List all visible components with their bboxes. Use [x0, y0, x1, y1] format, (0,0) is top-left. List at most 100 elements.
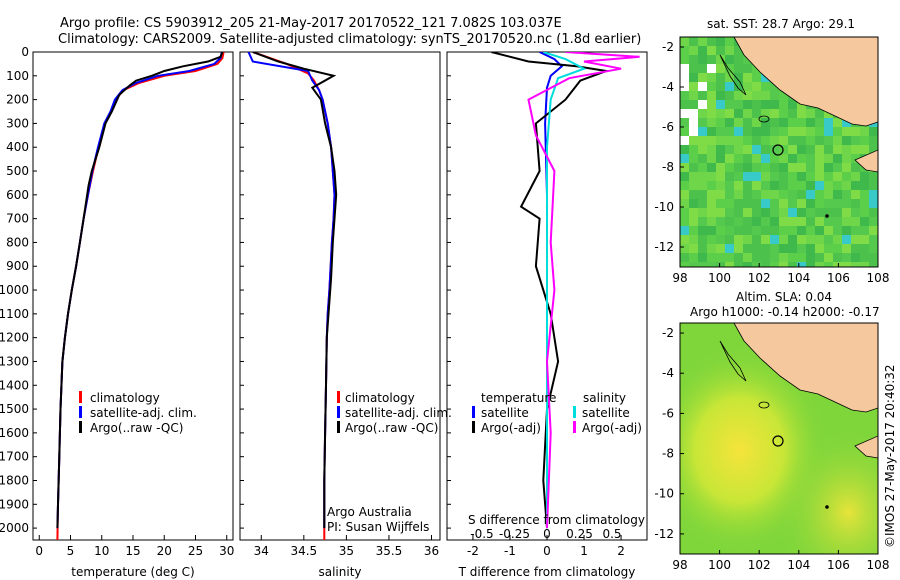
- map-x-tick-label: 100: [708, 271, 731, 285]
- sst-cell: [833, 217, 842, 226]
- sst-cell: [680, 145, 689, 154]
- x-tick-label: -2: [467, 544, 479, 558]
- sst-cell: [743, 172, 752, 181]
- x-tick-label: 35: [339, 544, 354, 558]
- sst-cell: [833, 253, 842, 262]
- sst-cell: [689, 127, 698, 136]
- sst-cell: [707, 163, 716, 172]
- sst-cell: [716, 136, 725, 145]
- sst-cell: [698, 46, 707, 55]
- x-tick-label: 36: [424, 544, 439, 558]
- sst-cell: [680, 118, 689, 127]
- x-tick-label: 5: [67, 544, 75, 558]
- sst-cell: [788, 217, 797, 226]
- y-tick-label: 400: [6, 140, 29, 154]
- legend-label-t-argo: Argo(-adj): [481, 421, 541, 435]
- sst-cell: [833, 181, 842, 190]
- y-tick-label: 600: [6, 188, 29, 202]
- sst-cell: [716, 244, 725, 253]
- x-tick-label: 1: [580, 544, 588, 558]
- sst-cell: [797, 127, 806, 136]
- sst-cell: [716, 154, 725, 163]
- sst-cell: [815, 244, 824, 253]
- sst-cell: [761, 145, 770, 154]
- series-line-argo-raw-qc-: [56, 52, 224, 529]
- sst-cell: [788, 262, 797, 267]
- sst-cell: [779, 118, 788, 127]
- sst-cell: [689, 235, 698, 244]
- sst-cell: [824, 244, 833, 253]
- sst-cell: [842, 217, 851, 226]
- sst-cell: [689, 145, 698, 154]
- series-group: [56, 52, 225, 540]
- legend-swatch-satellite: [337, 406, 340, 418]
- sst-cell: [770, 181, 779, 190]
- sst-cell: [752, 127, 761, 136]
- sst-cell: [824, 127, 833, 136]
- legend-swatch-climatology: [79, 391, 82, 403]
- sst-cell: [788, 136, 797, 145]
- sst-cell: [770, 253, 779, 262]
- sst-cell: [743, 64, 752, 73]
- map-y-tick-label: -10: [654, 200, 674, 214]
- sst-cell: [779, 244, 788, 253]
- sst-cell: [869, 235, 878, 244]
- sst-cell: [797, 118, 806, 127]
- y-tick-label: 1200: [0, 331, 29, 345]
- profile-location-marker: [772, 144, 784, 156]
- y-tick-label: 200: [6, 93, 29, 107]
- sst-cell: [680, 136, 689, 145]
- x-tick-label: 15: [125, 544, 140, 558]
- sst-cell: [725, 262, 734, 267]
- sst-cell: [779, 172, 788, 181]
- sst-cell: [779, 190, 788, 199]
- sst-cell: [770, 145, 779, 154]
- sst-cell: [815, 136, 824, 145]
- sst-cell: [743, 109, 752, 118]
- sst-cell: [788, 190, 797, 199]
- x-tick-label: -1: [504, 544, 516, 558]
- sst-cell: [752, 154, 761, 163]
- series-group: [247, 52, 338, 540]
- y-tick-label: 1400: [0, 378, 29, 392]
- sst-cell: [869, 217, 878, 226]
- sst-cell: [779, 127, 788, 136]
- sst-cell: [707, 190, 716, 199]
- sla-map-title-line2: Argo h1000: -0.14 h2000: -0.17: [690, 305, 880, 319]
- sst-cell: [788, 163, 797, 172]
- sst-cell: [815, 235, 824, 244]
- sst-cell: [806, 109, 815, 118]
- sst-cell: [680, 37, 689, 46]
- sst-cell: [806, 208, 815, 217]
- sst-cell: [680, 64, 689, 73]
- sumatra-land: [680, 323, 878, 413]
- sst-cell: [698, 55, 707, 64]
- sst-cell: [743, 55, 752, 64]
- sst-cell: [743, 91, 752, 100]
- sst-cell: [761, 262, 770, 267]
- s-tick-label: -0.25: [499, 527, 530, 541]
- sst-cell: [752, 208, 761, 217]
- temperature-panel-frame: [32, 51, 234, 541]
- sst-cell: [806, 145, 815, 154]
- y-tick-label: 1100: [0, 307, 29, 321]
- x-tick-label: 34: [254, 544, 269, 558]
- sst-cell: [851, 262, 860, 267]
- sst-cell: [716, 64, 725, 73]
- s-tick-label: 0: [543, 527, 551, 541]
- sst-cell: [779, 100, 788, 109]
- y-tick-label: 0: [21, 45, 29, 59]
- map-y-tick-label: -4: [662, 80, 674, 94]
- sst-cell: [779, 109, 788, 118]
- sst-cell: [689, 82, 698, 91]
- sst-cell: [761, 181, 770, 190]
- sst-cell: [725, 172, 734, 181]
- sst-cell: [779, 235, 788, 244]
- sst-cell: [788, 172, 797, 181]
- sst-cell: [824, 118, 833, 127]
- sst-cell: [761, 163, 770, 172]
- temperature-panel: 0 5 10 15 20 25 300100200300400500600700800900…: [0, 45, 234, 558]
- sst-cell: [824, 199, 833, 208]
- sst-cell: [797, 163, 806, 172]
- sst-cell: [725, 244, 734, 253]
